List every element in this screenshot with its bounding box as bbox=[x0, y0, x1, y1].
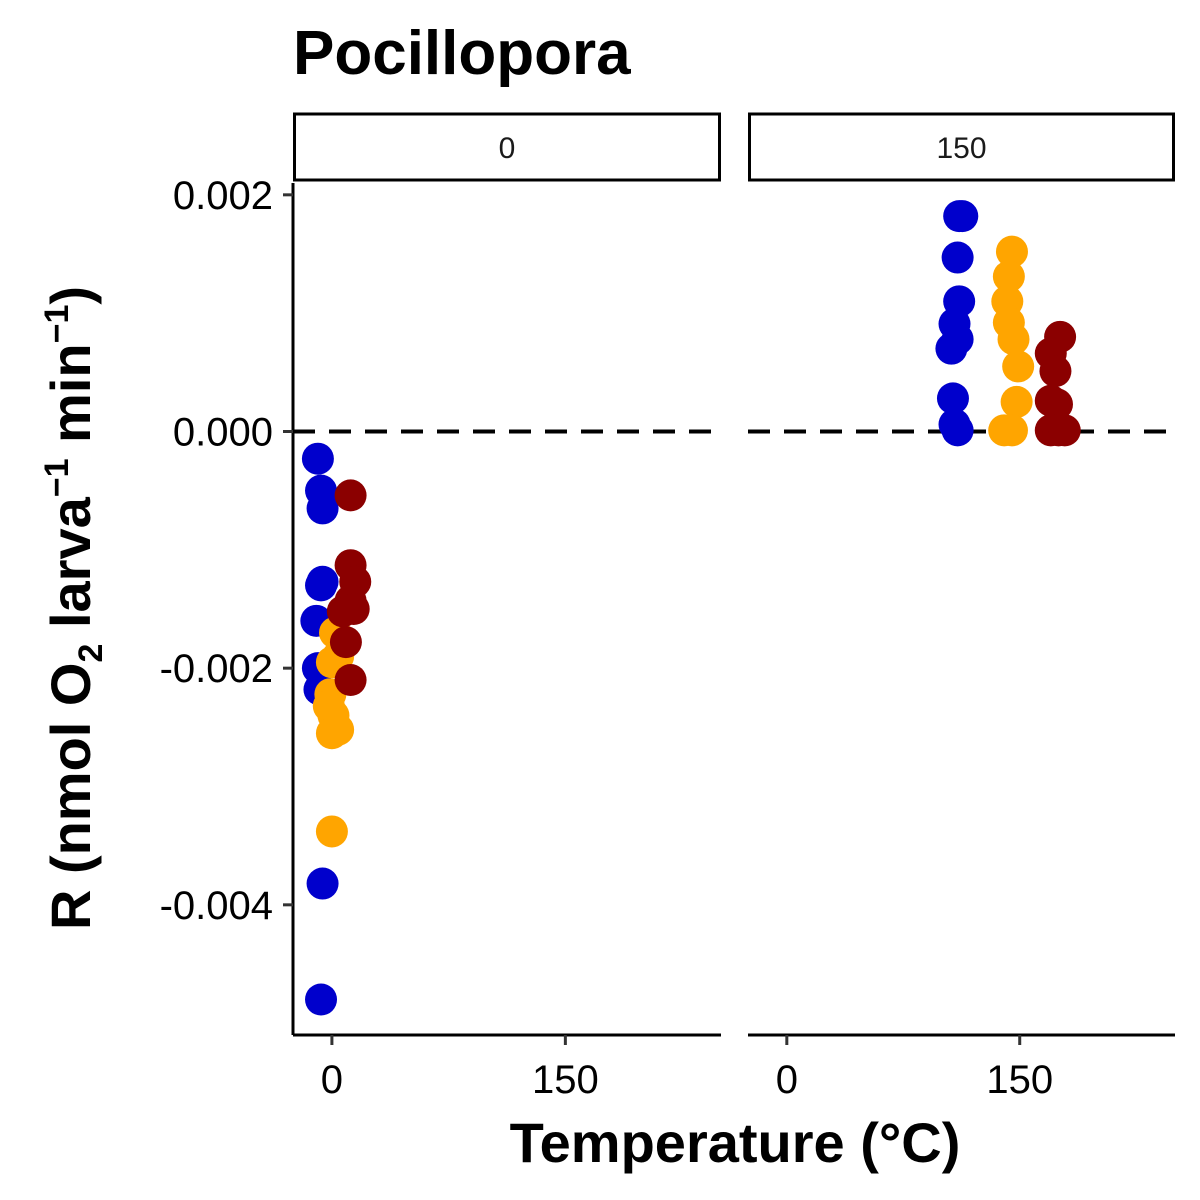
x-tick-label: 150 bbox=[532, 1058, 599, 1102]
y-tick-label: -0.004 bbox=[160, 884, 273, 928]
data-point bbox=[1040, 388, 1073, 421]
data-point bbox=[306, 867, 339, 900]
y-axis-title-main: R (nmol O bbox=[39, 663, 102, 931]
data-point bbox=[306, 492, 339, 525]
facet-strip-label: 0 bbox=[499, 132, 516, 165]
data-point bbox=[334, 664, 367, 696]
data-point bbox=[995, 414, 1028, 447]
data-point bbox=[315, 815, 348, 848]
y-axis-title-close: ) bbox=[39, 286, 102, 305]
data-point bbox=[334, 479, 367, 512]
facet-strip-label: 150 bbox=[936, 132, 986, 165]
data-point bbox=[305, 569, 338, 602]
data-point bbox=[1048, 414, 1081, 447]
data-point bbox=[935, 332, 968, 365]
y-axis-title: R (nmol O2 larva−1 min−1) bbox=[38, 286, 110, 930]
data-point bbox=[941, 414, 974, 447]
data-point bbox=[329, 626, 362, 659]
facet-panel-1: 0 0 150 bbox=[293, 112, 721, 1102]
facet-strip-box bbox=[293, 112, 721, 182]
data-point bbox=[322, 713, 355, 746]
x-tick-label: 150 bbox=[986, 1058, 1053, 1102]
y-axis-title-sup-larva: −1 bbox=[38, 458, 76, 497]
y-tick-label: -0.002 bbox=[160, 647, 273, 691]
y-axis-title-sub-o2: 2 bbox=[72, 644, 110, 663]
data-point bbox=[1039, 355, 1072, 388]
y-axis-title-larva: larva bbox=[39, 496, 102, 643]
data-point bbox=[941, 241, 974, 274]
data-point bbox=[946, 200, 979, 233]
x-tick-label: 0 bbox=[776, 1058, 798, 1102]
y-axis-title-min: min bbox=[39, 343, 102, 458]
data-point bbox=[301, 442, 334, 475]
data-point bbox=[992, 260, 1025, 293]
facet-panel-2: 150 0 150 bbox=[748, 112, 1175, 1102]
y-tick-label: 0.000 bbox=[173, 411, 273, 455]
x-axis-title: Temperature (°C) bbox=[510, 1111, 961, 1174]
x-tick-label: 0 bbox=[321, 1058, 343, 1102]
data-point bbox=[936, 382, 969, 415]
data-point bbox=[1002, 350, 1035, 383]
y-axis: 0.002 0.000 -0.002 -0.004 bbox=[160, 174, 295, 1035]
y-tick-label: 0.002 bbox=[173, 174, 273, 218]
data-point bbox=[995, 235, 1028, 268]
data-point bbox=[337, 593, 370, 625]
y-axis-title-sup-min: −1 bbox=[38, 305, 76, 344]
data-point bbox=[997, 323, 1030, 356]
data-point bbox=[305, 983, 338, 1016]
facets: 0 0 150 150 0 150 bbox=[293, 112, 1175, 1102]
chart-title: Pocillopora bbox=[293, 19, 631, 88]
facet-strip-box bbox=[748, 112, 1175, 182]
data-point bbox=[1000, 385, 1033, 418]
